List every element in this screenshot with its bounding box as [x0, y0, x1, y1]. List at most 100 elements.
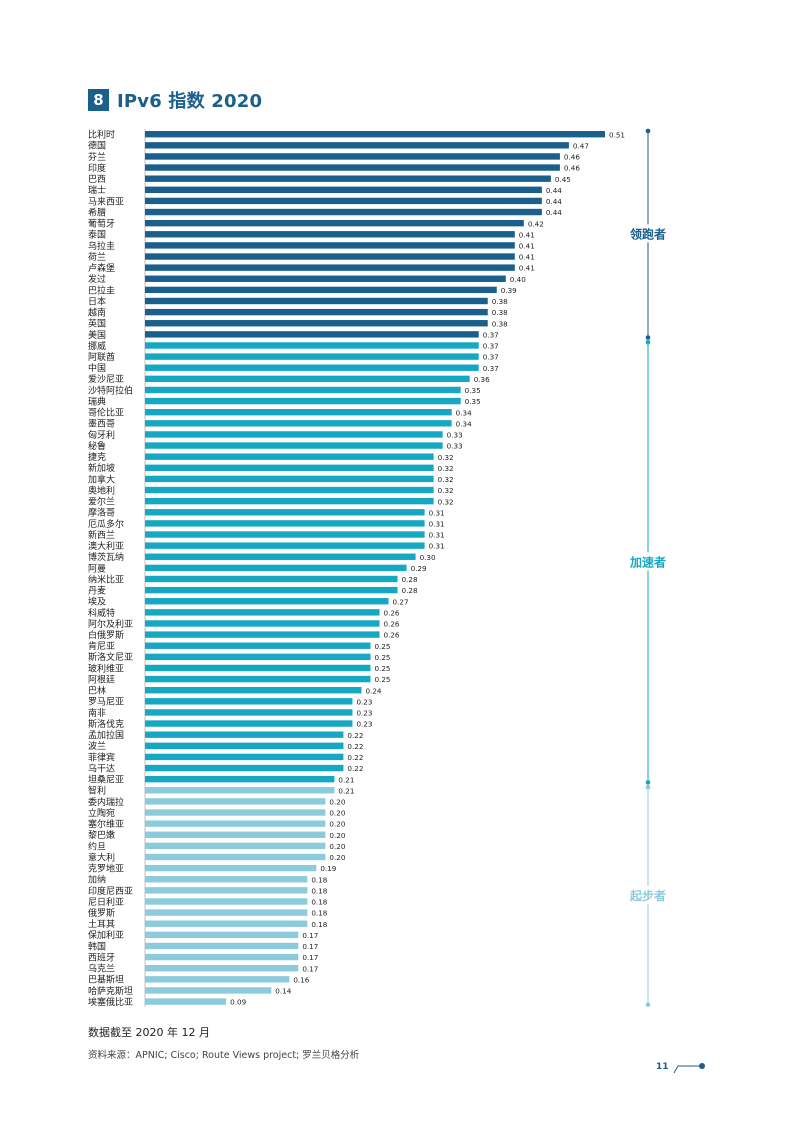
group-bracket-dot [645, 1002, 651, 1008]
data-label: 0.33 [447, 431, 463, 440]
bar [145, 965, 299, 972]
data-label: 0.34 [456, 419, 472, 428]
bar [145, 742, 344, 749]
category-label: 乌克兰 [88, 963, 115, 975]
bar [145, 253, 515, 260]
bar [145, 286, 497, 294]
data-label: 0.24 [365, 686, 381, 695]
bar [145, 264, 515, 271]
category-label: 阿根廷 [88, 673, 115, 685]
bar [145, 687, 362, 694]
data-label: 0.38 [492, 319, 508, 328]
bar [145, 275, 506, 282]
category-label: 科威特 [88, 607, 115, 619]
bar [145, 397, 461, 405]
bar [145, 898, 308, 905]
bar [145, 475, 434, 483]
bar [145, 953, 299, 961]
bar [145, 675, 371, 683]
category-label: 加拿大 [88, 473, 115, 485]
data-label: 0.17 [302, 931, 318, 940]
data-label: 0.28 [402, 575, 418, 584]
data-label: 0.35 [465, 386, 481, 395]
category-label: 保加利亚 [88, 929, 124, 941]
data-label: 0.32 [438, 464, 454, 473]
bar [145, 753, 344, 761]
category-label: 加纳 [88, 874, 106, 886]
data-label: 0.21 [338, 775, 354, 784]
bar [145, 853, 326, 861]
category-label: 澳大利亚 [88, 540, 124, 552]
group-label-background [624, 552, 672, 571]
data-label: 0.23 [356, 697, 372, 706]
bar [145, 998, 227, 1005]
data-label: 0.38 [492, 308, 508, 317]
group-bracket-dot [645, 335, 651, 340]
category-label: 瑞典 [88, 395, 106, 407]
chart-title: 8 IPv6 指数 2020 [88, 88, 262, 112]
category-label: 智利 [88, 785, 106, 797]
bar [145, 375, 470, 383]
section-number-badge: 8 [88, 89, 109, 111]
bar [145, 987, 272, 994]
bar [145, 787, 335, 794]
category-label: 奥地利 [88, 484, 115, 496]
bar [145, 531, 425, 538]
value-labels: 0.510.470.460.460.450.440.440.440.420.41… [230, 130, 625, 1006]
category-label: 墨西哥 [88, 419, 115, 430]
bar [145, 509, 425, 516]
category-label: 波兰 [88, 740, 106, 752]
category-label: 新加坡 [88, 462, 115, 474]
data-label: 0.44 [546, 197, 562, 206]
data-label: 0.17 [302, 942, 318, 951]
data-label: 0.17 [302, 953, 318, 962]
category-label: 马来西亚 [88, 196, 124, 207]
category-label: 中国 [88, 362, 106, 374]
category-label: 立陶宛 [88, 807, 115, 819]
category-label: 英国 [88, 318, 106, 330]
category-label: 捷克 [88, 451, 106, 463]
data-label: 0.51 [609, 130, 625, 139]
bar [145, 842, 326, 850]
data-label: 0.18 [311, 898, 327, 907]
data-label: 0.37 [483, 330, 499, 339]
bar [145, 864, 317, 872]
category-label: 韩国 [88, 940, 106, 952]
category-label: 匈牙利 [88, 429, 115, 441]
bar [145, 353, 479, 360]
group-bracket-dot [645, 784, 651, 790]
data-label: 0.41 [519, 230, 535, 239]
category-label: 摩洛哥 [88, 507, 115, 519]
group-bracket-dot [645, 780, 651, 785]
category-label: 博茨瓦纳 [88, 551, 124, 563]
category-label: 巴林 [88, 685, 106, 697]
data-label: 0.45 [555, 175, 571, 184]
bar [145, 219, 524, 227]
category-label: 印度尼西亚 [88, 885, 133, 897]
group-label: 起步者 [629, 888, 666, 903]
data-label: 0.35 [465, 397, 481, 406]
data-label: 0.33 [447, 442, 463, 451]
bar [145, 175, 551, 182]
data-label: 0.32 [438, 475, 454, 484]
bar [145, 820, 326, 827]
bar [145, 586, 398, 594]
bar [145, 442, 443, 449]
category-label: 希腊 [88, 206, 106, 218]
category-label: 尼日利亚 [88, 896, 124, 908]
category-label: 日本 [88, 295, 106, 307]
bar [145, 653, 371, 661]
category-label: 玻利维亚 [88, 662, 124, 674]
data-label: 0.22 [347, 742, 363, 751]
data-label: 0.26 [384, 631, 400, 640]
bar [145, 598, 389, 605]
data-label: 0.25 [374, 664, 390, 673]
category-label: 印度 [88, 162, 106, 174]
bar [145, 308, 488, 316]
page-arrow-decoration [673, 1063, 705, 1074]
bar [145, 698, 353, 705]
category-label: 委内瑞拉 [88, 796, 124, 808]
bar [145, 208, 542, 216]
category-label: 沙特阿拉伯 [88, 384, 133, 396]
bar [145, 831, 326, 838]
